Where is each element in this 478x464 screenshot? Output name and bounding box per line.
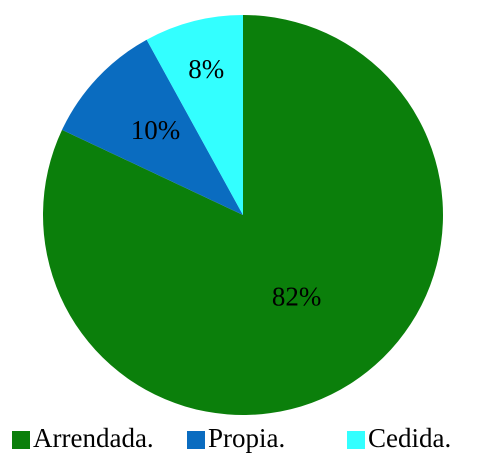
legend-swatch bbox=[347, 431, 365, 449]
pie-slice bbox=[146, 14, 243, 215]
legend-swatch bbox=[187, 431, 205, 449]
pie-slice bbox=[62, 39, 243, 215]
legend-label: Arrendada. bbox=[33, 423, 154, 453]
data-label: 82% bbox=[272, 282, 322, 312]
legend-label: Cedida. bbox=[368, 423, 451, 453]
data-label: 8% bbox=[188, 54, 224, 84]
data-label: 10% bbox=[131, 115, 181, 145]
legend-label: Propia. bbox=[208, 423, 285, 453]
legend-swatch bbox=[12, 431, 30, 449]
